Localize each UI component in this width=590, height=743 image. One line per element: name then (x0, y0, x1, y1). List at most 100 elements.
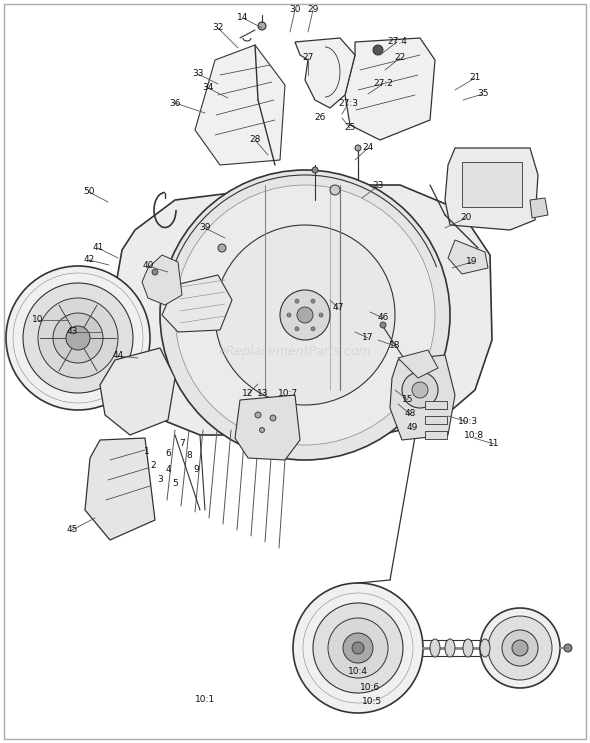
Circle shape (293, 583, 423, 713)
Circle shape (66, 326, 90, 350)
Text: 17: 17 (362, 334, 373, 343)
Circle shape (255, 412, 261, 418)
Text: 41: 41 (92, 244, 104, 253)
Text: 15: 15 (402, 395, 414, 404)
Text: 10:3: 10:3 (458, 418, 478, 426)
Circle shape (355, 145, 361, 151)
Text: 20: 20 (460, 213, 471, 222)
Circle shape (218, 244, 226, 252)
Circle shape (319, 313, 323, 317)
Circle shape (38, 298, 118, 378)
Circle shape (512, 640, 528, 656)
Text: 49: 49 (407, 424, 418, 432)
Text: 14: 14 (237, 13, 249, 22)
Ellipse shape (445, 639, 455, 657)
Text: 32: 32 (212, 24, 224, 33)
Polygon shape (390, 355, 455, 440)
Circle shape (313, 603, 403, 693)
Circle shape (297, 307, 313, 323)
Bar (425, 431, 447, 439)
Polygon shape (445, 148, 538, 230)
Circle shape (380, 322, 386, 328)
Circle shape (488, 616, 552, 680)
Bar (425, 416, 447, 424)
Circle shape (312, 167, 318, 173)
Text: 1: 1 (144, 447, 150, 456)
Text: 10:7: 10:7 (278, 389, 298, 398)
Text: 27: 27 (302, 53, 314, 62)
Text: 13: 13 (257, 389, 269, 398)
Text: 24: 24 (362, 143, 373, 152)
Text: 22: 22 (394, 53, 406, 62)
Circle shape (311, 327, 315, 331)
Circle shape (480, 608, 560, 688)
Polygon shape (235, 395, 300, 460)
Circle shape (53, 313, 103, 363)
Text: 36: 36 (169, 99, 181, 108)
Ellipse shape (480, 639, 490, 657)
Circle shape (343, 633, 373, 663)
Text: 45: 45 (66, 525, 78, 534)
Circle shape (270, 415, 276, 421)
Circle shape (412, 382, 428, 398)
Text: 4: 4 (165, 466, 171, 475)
Circle shape (373, 45, 383, 55)
Ellipse shape (430, 639, 440, 657)
Circle shape (215, 225, 395, 405)
Circle shape (260, 427, 264, 432)
Text: 10: 10 (32, 316, 44, 325)
Text: eReplacementParts.com: eReplacementParts.com (219, 345, 371, 358)
Polygon shape (345, 38, 435, 140)
Text: 28: 28 (250, 135, 261, 144)
Text: 10:6: 10:6 (360, 684, 380, 692)
Polygon shape (398, 350, 438, 378)
Circle shape (175, 185, 435, 445)
Text: 3: 3 (157, 476, 163, 484)
Text: 27:3: 27:3 (338, 100, 358, 108)
Text: 25: 25 (345, 123, 356, 132)
Text: 34: 34 (202, 83, 214, 92)
Polygon shape (295, 38, 355, 108)
Text: 27:2: 27:2 (373, 80, 393, 88)
Circle shape (152, 269, 158, 275)
Polygon shape (195, 45, 285, 165)
Circle shape (311, 299, 315, 303)
Ellipse shape (463, 639, 473, 657)
Text: 12: 12 (242, 389, 254, 398)
Polygon shape (530, 198, 548, 218)
Bar (462, 162, 522, 207)
Text: 10:4: 10:4 (348, 667, 368, 676)
Text: 11: 11 (489, 440, 500, 449)
Text: 30: 30 (289, 5, 301, 15)
Polygon shape (115, 185, 492, 435)
Text: 50: 50 (83, 187, 95, 196)
Circle shape (287, 313, 291, 317)
Polygon shape (100, 348, 175, 435)
Circle shape (23, 283, 133, 393)
Circle shape (6, 266, 150, 410)
Text: 8: 8 (186, 452, 192, 461)
Text: 40: 40 (142, 262, 153, 270)
Text: 5: 5 (172, 479, 178, 488)
Polygon shape (85, 438, 155, 540)
Text: 23: 23 (372, 181, 384, 190)
Text: 42: 42 (83, 256, 94, 265)
Text: 26: 26 (314, 114, 326, 123)
Circle shape (328, 618, 388, 678)
Circle shape (258, 22, 266, 30)
Circle shape (502, 630, 538, 666)
Text: 44: 44 (112, 351, 124, 360)
Polygon shape (162, 275, 232, 332)
Circle shape (280, 290, 330, 340)
Circle shape (160, 170, 450, 460)
Bar (425, 401, 447, 409)
Text: 7: 7 (179, 440, 185, 449)
Text: 33: 33 (192, 70, 204, 79)
Circle shape (402, 372, 438, 408)
Text: 10:1: 10:1 (195, 695, 215, 704)
Text: 39: 39 (199, 224, 211, 233)
Text: 10:8: 10:8 (464, 432, 484, 441)
Text: 10:5: 10:5 (362, 698, 382, 707)
Circle shape (295, 327, 299, 331)
Text: 47: 47 (332, 303, 344, 313)
